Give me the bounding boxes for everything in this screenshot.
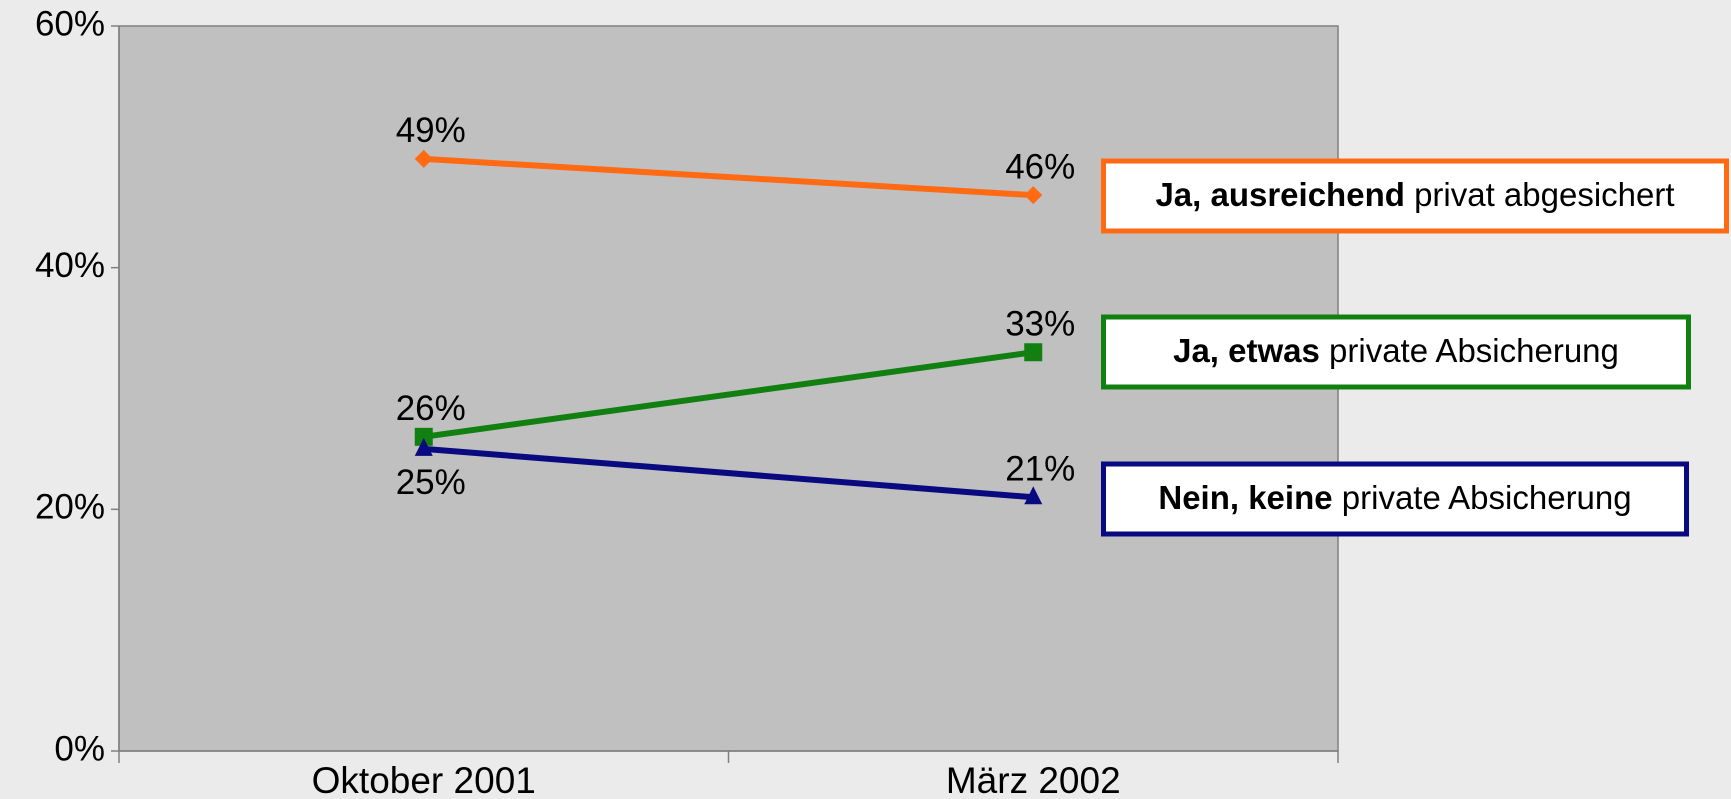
marker: [1024, 343, 1043, 362]
legend-bold: Ja, etwas: [1173, 332, 1329, 369]
y-tick-label: 60%: [35, 4, 105, 43]
marker: [414, 149, 433, 168]
series-line: [423, 155, 1034, 199]
legend-label: Ja, ausreichend privat abgesichert: [1155, 176, 1674, 213]
series-line: [423, 349, 1034, 440]
marker: [1024, 186, 1043, 205]
x-tick-label: März 2002: [946, 760, 1121, 799]
marker: [1024, 486, 1043, 505]
legend-box: [1101, 461, 1689, 537]
data-label: 25%: [396, 463, 466, 502]
y-tick-label: 0%: [54, 729, 105, 768]
series-line: [423, 445, 1034, 501]
data-label: 33%: [1005, 305, 1075, 344]
data-label: 21%: [1005, 450, 1075, 489]
legend-rest: privat abgesichert: [1414, 176, 1674, 213]
marker: [414, 437, 433, 456]
legend-bold: Ja, ausreichend: [1155, 176, 1414, 213]
legend-label: Ja, etwas private Absicherung: [1173, 332, 1619, 369]
y-tick-label: 40%: [35, 246, 105, 285]
legend-box: [1101, 158, 1729, 234]
legend-bold: Nein, keine: [1158, 479, 1341, 516]
legend-label: Nein, keine private Absicherung: [1158, 479, 1631, 516]
data-label: 26%: [396, 389, 466, 428]
data-label: 49%: [396, 111, 466, 150]
legend-rest: private Absicherung: [1329, 332, 1619, 369]
x-tick-label: Oktober 2001: [312, 760, 536, 799]
legend-rest: private Absicherung: [1342, 479, 1632, 516]
legend-box: [1101, 314, 1691, 390]
marker: [414, 427, 433, 446]
data-label: 46%: [1005, 147, 1075, 186]
y-tick-label: 20%: [35, 488, 105, 527]
